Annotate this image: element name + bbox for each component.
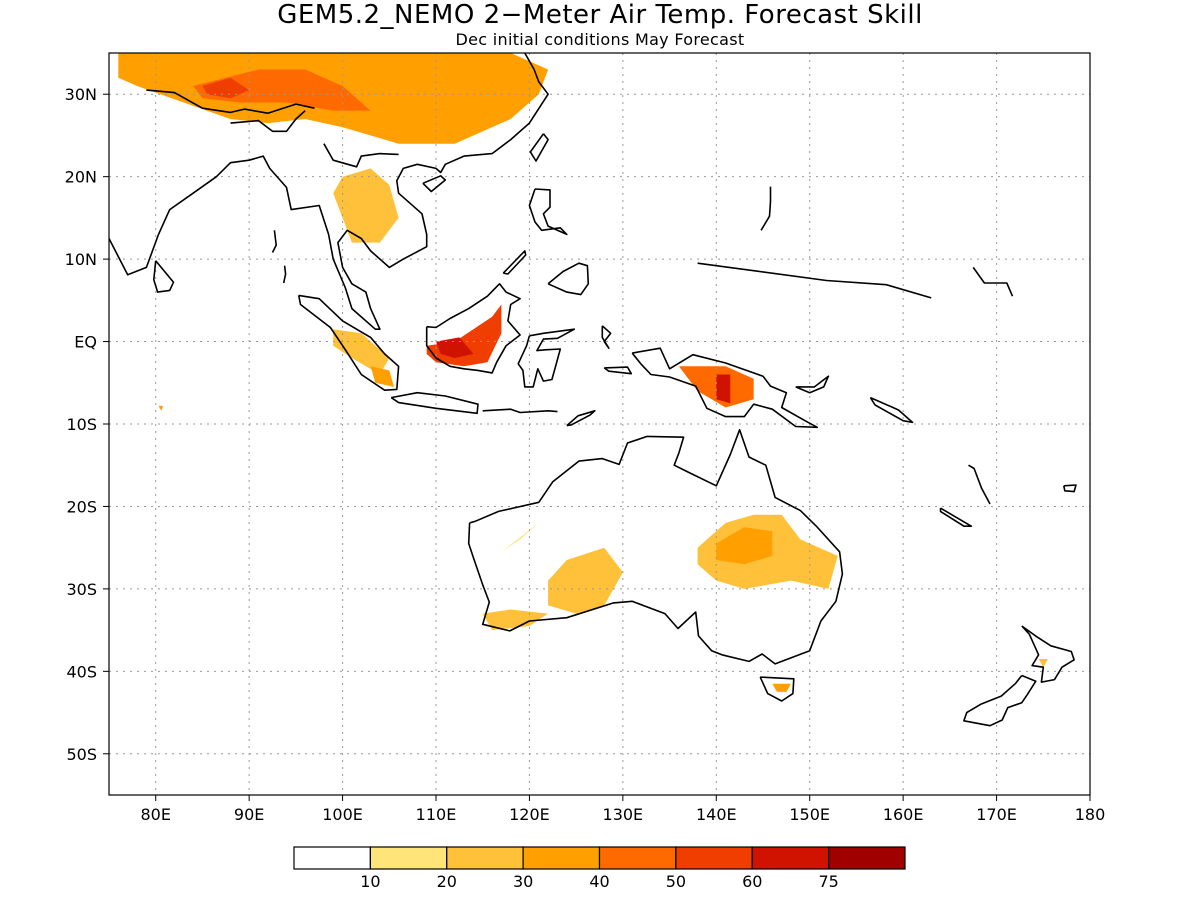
skill-contours bbox=[118, 53, 1048, 692]
coastline bbox=[109, 53, 549, 331]
map-subtitle: Dec initial conditions May Forecast bbox=[455, 30, 745, 49]
colorbar-label: 75 bbox=[818, 872, 838, 891]
skill-region bbox=[548, 547, 623, 614]
lon-tick-label: 160E bbox=[883, 805, 924, 824]
lon-tick-label: 140E bbox=[696, 805, 737, 824]
lon-tick-label: 130E bbox=[603, 805, 644, 824]
skill-region bbox=[333, 329, 390, 375]
coastline bbox=[968, 464, 991, 505]
coastline bbox=[1021, 625, 1075, 683]
colorbar-bin bbox=[675, 846, 753, 870]
colorbar-label: 30 bbox=[513, 872, 533, 891]
coastline bbox=[601, 325, 612, 350]
lat-tick-label: 10S bbox=[66, 415, 97, 434]
colorbar-bin bbox=[446, 846, 524, 870]
coastline bbox=[502, 250, 527, 275]
skill-region bbox=[333, 168, 399, 243]
coastline bbox=[425, 282, 521, 374]
lon-tick-label: 80E bbox=[140, 805, 170, 824]
colorbar-bin bbox=[751, 846, 830, 870]
lon-tick-label: 150E bbox=[789, 805, 830, 824]
colorbar-label: 20 bbox=[437, 872, 457, 891]
colorbar-label: 40 bbox=[589, 872, 609, 891]
skill-region bbox=[436, 337, 474, 358]
colorbar-bin bbox=[369, 846, 448, 870]
coastline bbox=[271, 230, 278, 253]
lat-tick-label: 50S bbox=[66, 745, 97, 764]
skill-region bbox=[772, 683, 791, 692]
lat-tick-label: EQ bbox=[74, 333, 97, 352]
coastline bbox=[869, 396, 914, 424]
coastline bbox=[528, 188, 568, 236]
coastline bbox=[153, 260, 175, 293]
coastline bbox=[939, 507, 973, 528]
latitude-axis: 30N 20N 10N EQ 10S 20S 30S 40S 50S bbox=[65, 85, 109, 764]
coastline bbox=[759, 676, 795, 702]
lat-tick-label: 20S bbox=[66, 497, 97, 516]
coastline bbox=[603, 366, 633, 375]
coastline bbox=[697, 262, 932, 299]
coastline bbox=[230, 110, 306, 133]
coastlines bbox=[109, 53, 1077, 727]
colorbar: 10 20 30 40 50 60 75 bbox=[293, 846, 906, 891]
lon-tick-label: 110E bbox=[416, 805, 457, 824]
lon-tick-label: 180 bbox=[1075, 805, 1106, 824]
coastline bbox=[529, 133, 549, 162]
skill-region bbox=[1038, 659, 1048, 668]
lat-tick-label: 20N bbox=[65, 168, 97, 187]
coastline bbox=[282, 265, 287, 284]
skill-region bbox=[716, 374, 731, 404]
colorbar-label: 10 bbox=[360, 872, 380, 891]
colorbar-label: 60 bbox=[742, 872, 762, 891]
lon-tick-label: 100E bbox=[322, 805, 363, 824]
longitude-axis: 80E 90E 100E 110E 120E 130E 140E 150E 160E 170E 18… bbox=[140, 795, 1105, 824]
lat-tick-label: 30N bbox=[65, 85, 97, 104]
coastline bbox=[963, 674, 1037, 727]
map-title: GEM5.2_NEMO 2−Meter Air Temp. Forecast S… bbox=[277, 0, 923, 30]
coastline bbox=[323, 143, 399, 168]
coastline bbox=[972, 266, 1014, 297]
colorbar-bin bbox=[828, 846, 906, 870]
skill-region bbox=[716, 527, 773, 565]
skill-region bbox=[482, 609, 549, 631]
lat-tick-label: 30S bbox=[66, 580, 97, 599]
colorbar-bin bbox=[598, 846, 677, 870]
coastline bbox=[297, 294, 400, 392]
coastline bbox=[760, 186, 772, 231]
skill-region bbox=[202, 77, 250, 99]
coastline bbox=[795, 375, 830, 394]
lat-tick-label: 10N bbox=[65, 250, 97, 269]
colorbar-bin bbox=[522, 846, 601, 870]
colorbar-bin bbox=[293, 846, 371, 870]
coastline bbox=[547, 262, 590, 296]
coastline bbox=[422, 175, 447, 193]
skill-region bbox=[158, 405, 164, 411]
skill-region bbox=[193, 69, 371, 111]
coastline bbox=[1063, 484, 1077, 493]
coastline bbox=[146, 89, 315, 114]
lon-tick-label: 90E bbox=[234, 805, 264, 824]
coastline bbox=[631, 347, 819, 429]
gridlines bbox=[109, 53, 1090, 795]
colorbar-label: 50 bbox=[666, 872, 686, 891]
skill-region bbox=[370, 366, 394, 387]
coastline bbox=[467, 428, 844, 665]
coastline bbox=[566, 409, 596, 427]
lon-tick-label: 170E bbox=[976, 805, 1017, 824]
coastline bbox=[482, 408, 558, 414]
coastline bbox=[390, 391, 479, 415]
lon-tick-label: 120E bbox=[509, 805, 550, 824]
lat-tick-label: 40S bbox=[66, 662, 97, 681]
coastline bbox=[517, 328, 576, 388]
